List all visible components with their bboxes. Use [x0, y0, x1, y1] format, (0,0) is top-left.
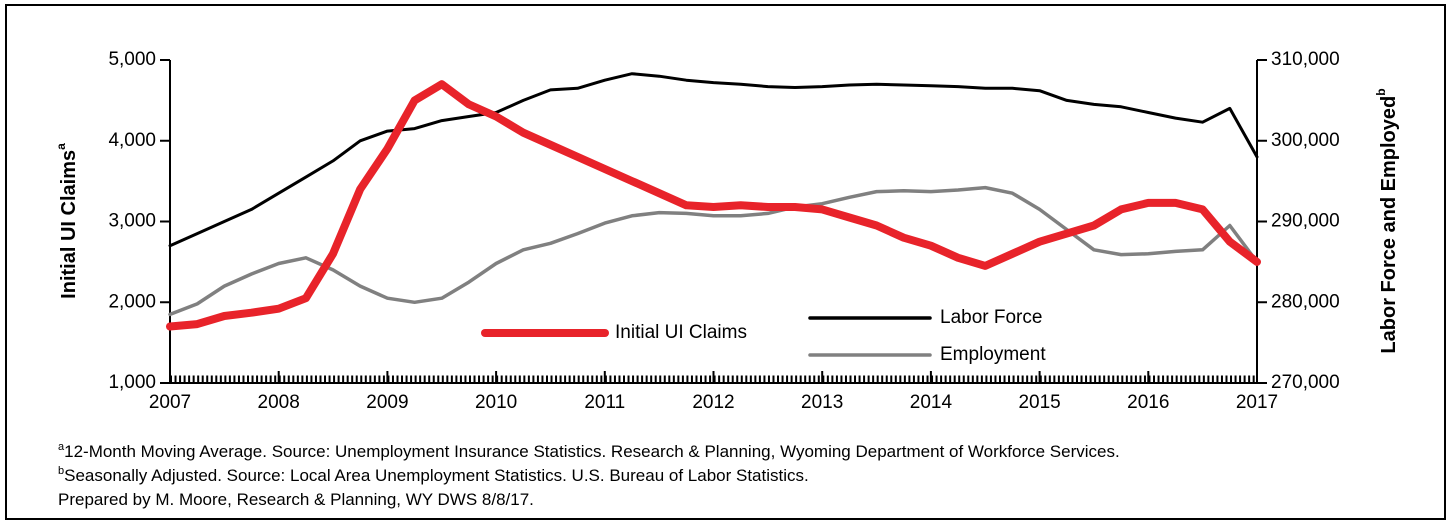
footnote-text: 12-Month Moving Average. Source: Unemplo… — [64, 442, 1120, 461]
footnote-marker: b — [58, 465, 64, 477]
series-line — [166, 80, 1261, 331]
footnote: a12-Month Moving Average. Source: Unempl… — [58, 441, 1120, 462]
x-tick-label: 2010 — [475, 392, 517, 413]
x-tick-label: 2008 — [258, 392, 300, 413]
y2-tick-label: 280,000 — [1271, 291, 1340, 312]
x-tick-label: 2007 — [149, 392, 191, 413]
series-line — [168, 72, 1259, 248]
y-tick-label: 2,000 — [108, 291, 156, 312]
x-tick-label: 2015 — [1018, 392, 1060, 413]
footnote-text: Prepared by M. Moore, Research & Plannin… — [58, 490, 534, 509]
y2-tick-label: 290,000 — [1271, 211, 1340, 232]
y2-tick-label: 300,000 — [1271, 130, 1340, 151]
series-line — [168, 185, 1259, 317]
x-tick-label: 2014 — [910, 392, 953, 413]
y-tick-label: 4,000 — [108, 130, 156, 151]
x-tick-label: 2012 — [692, 392, 734, 413]
y2-label-text: Labor Force and Employed — [1378, 96, 1400, 354]
x-tick-label: 2011 — [584, 392, 625, 413]
y-axis-label: Initial UI Claimsa — [54, 143, 80, 299]
legend-label: Employment — [940, 344, 1046, 365]
x-tick-label: 2009 — [366, 392, 408, 413]
y-tick-label: 3,000 — [108, 211, 156, 232]
x-tick-label: 2016 — [1127, 392, 1169, 413]
y2-axis-label: Labor Force and Employedb — [1374, 88, 1400, 353]
y-label-text: Initial UI Claims — [58, 150, 80, 299]
footnote: bSeasonally Adjusted. Source: Local Area… — [58, 465, 809, 486]
legend-label: Labor Force — [940, 307, 1042, 328]
y-tick-label: 5,000 — [108, 49, 156, 70]
footnote: Prepared by M. Moore, Research & Plannin… — [58, 490, 534, 509]
y2-tick-label: 270,000 — [1271, 372, 1340, 393]
x-tick-label: 2013 — [801, 392, 843, 413]
x-tick-label: 2017 — [1236, 392, 1278, 413]
legend-label: Initial UI Claims — [615, 322, 747, 343]
y2-tick-label: 310,000 — [1271, 49, 1340, 70]
frame — [5, 4, 1446, 520]
y-label-marker: a — [54, 143, 68, 150]
footnote-marker: a — [58, 441, 65, 453]
y-tick-label: 1,000 — [108, 372, 156, 393]
footnote-text: Seasonally Adjusted. Source: Local Area … — [64, 466, 809, 485]
y2-label-marker: b — [1374, 88, 1388, 95]
